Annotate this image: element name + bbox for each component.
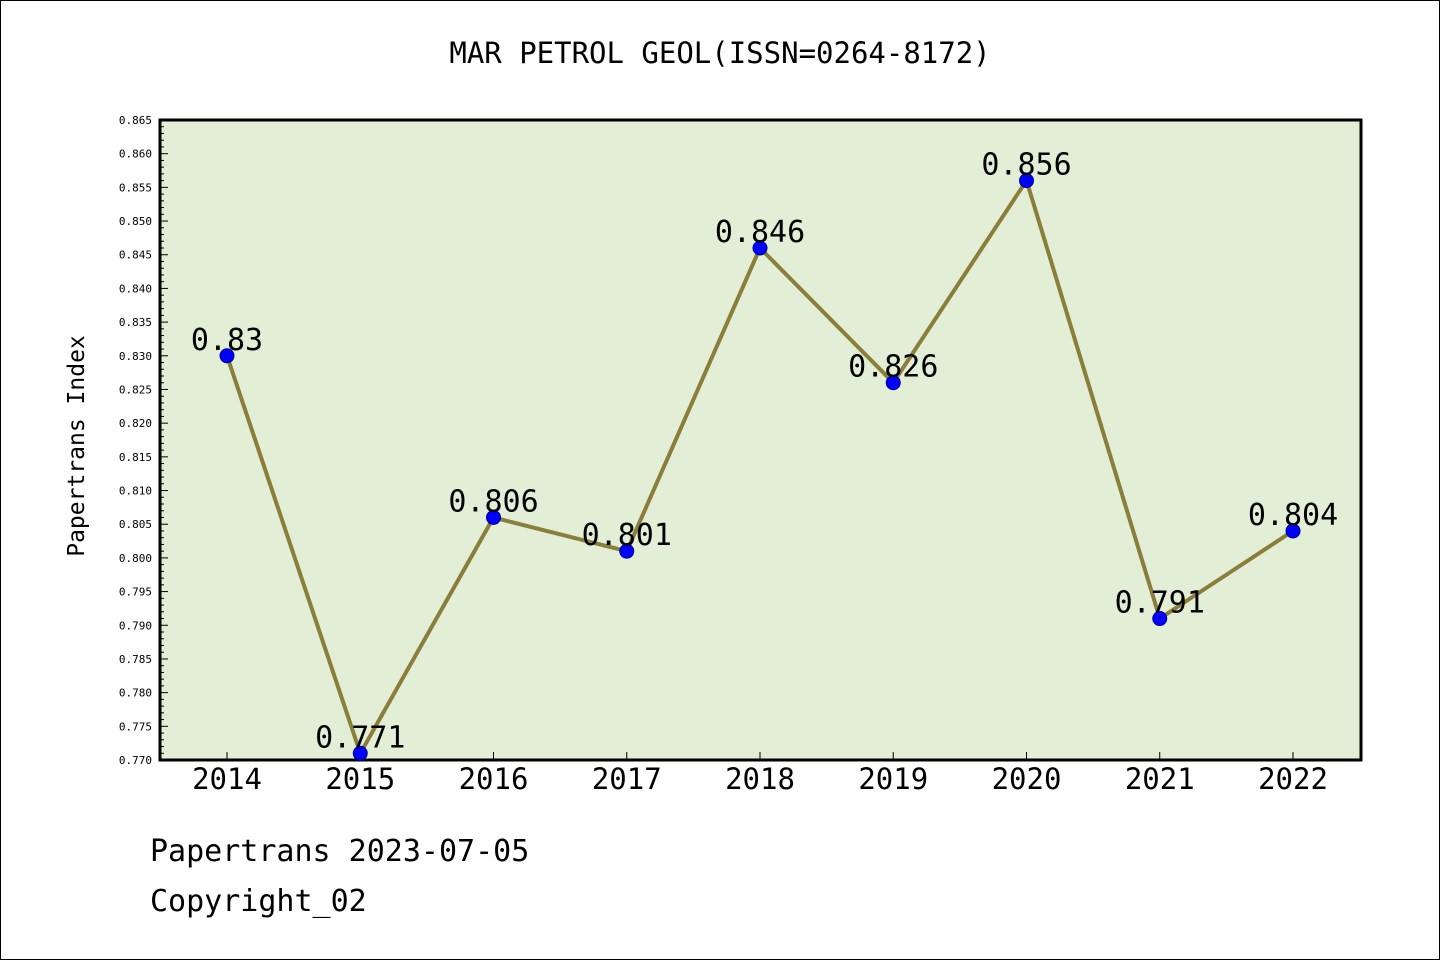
- y-tick-label: 0.780: [119, 687, 152, 700]
- data-labels: 0.83 0.771 0.806 0.801 0.846 0.826 0.856 0.791 0…: [191, 148, 1338, 756]
- x-tick-label: 2020: [992, 762, 1062, 796]
- y-tick-label: 0.800: [119, 552, 152, 565]
- data-label: 0.801: [582, 518, 672, 553]
- y-tick-label: 0.825: [119, 383, 152, 396]
- x-tick-label: 2021: [1125, 762, 1195, 796]
- data-point: [486, 509, 501, 525]
- y-tick-label: 0.860: [119, 148, 152, 161]
- x-tick-label: 2014: [192, 762, 262, 796]
- data-point: [619, 543, 635, 559]
- plot-area-layer: [158, 118, 1363, 762]
- data-label: 0.826: [848, 350, 938, 385]
- plot-area: [158, 118, 1363, 762]
- y-tick-label: 0.840: [119, 282, 152, 295]
- footer-copyright: Copyright_02: [150, 884, 367, 919]
- data-label: 0.83: [191, 323, 263, 358]
- y-tick-label: 0.850: [119, 215, 152, 228]
- y-tick-label: 0.845: [119, 249, 152, 262]
- y-tick-label: 0.865: [119, 114, 152, 127]
- y-tick-label: 0.830: [119, 350, 152, 363]
- data-label: 0.856: [981, 148, 1071, 183]
- x-tick-label: 2019: [858, 762, 928, 796]
- data-point: [885, 375, 901, 391]
- y-tick-label: 0.775: [119, 720, 152, 733]
- x-tick-label: 2016: [459, 762, 529, 796]
- x-axis-ticks: 2014 2015 2016 2017 2018 2019 2020 2021 2022: [192, 752, 1328, 796]
- data-label: 0.846: [715, 215, 805, 250]
- data-point: [352, 745, 368, 761]
- data-points: [219, 173, 1301, 761]
- data-point: [1285, 523, 1301, 539]
- y-tick-label: 0.810: [119, 485, 152, 498]
- y-tick-label: 0.795: [119, 586, 152, 599]
- y-tick-label: 0.820: [119, 417, 152, 430]
- data-point: [1019, 173, 1034, 189]
- x-tick-label: 2017: [592, 762, 662, 796]
- y-tick-label: 0.785: [119, 653, 152, 666]
- x-tick-label: 2022: [1258, 762, 1328, 796]
- y-tick-label: 0.815: [119, 451, 152, 464]
- y-axis-label: Papertrans Index: [64, 335, 90, 557]
- data-point: [219, 348, 235, 364]
- data-point: [1152, 611, 1168, 627]
- data-label: 0.804: [1248, 498, 1338, 533]
- data-label: 0.771: [315, 720, 405, 755]
- y-tick-label: 0.770: [119, 754, 152, 767]
- x-tick-label: 2018: [725, 762, 795, 796]
- data-point: [752, 240, 768, 256]
- data-label: 0.806: [448, 484, 538, 519]
- chart-title: MAR PETROL GEOL(ISSN=0264-8172): [449, 36, 991, 70]
- footer-date: Papertrans 2023-07-05: [150, 834, 530, 869]
- y-tick-label: 0.790: [119, 619, 152, 632]
- data-label: 0.791: [1115, 586, 1205, 621]
- y-tick-label: 0.805: [119, 518, 152, 531]
- y-tick-label: 0.855: [119, 181, 152, 194]
- x-tick-label: 2015: [325, 762, 395, 796]
- y-tick-label: 0.835: [119, 316, 152, 329]
- y-axis-ticks: 0.770 0.775 0.780 0.785 0.790 0.795 0.800 0.805…: [119, 114, 168, 767]
